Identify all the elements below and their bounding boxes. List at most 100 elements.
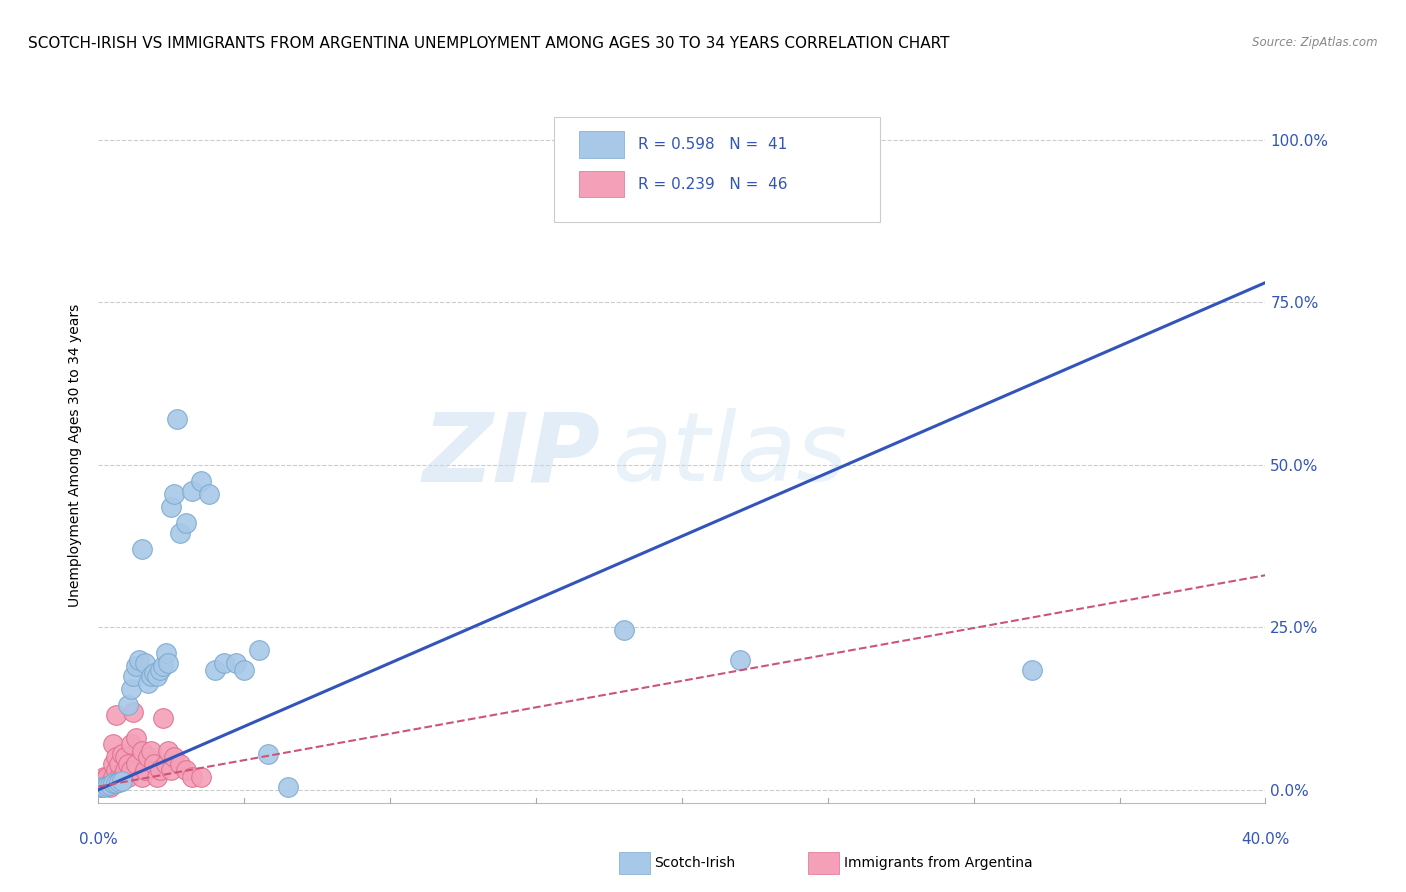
Point [131, 770, 153, 784]
Point [225, 656, 247, 670]
Text: R = 0.239   N =  46: R = 0.239 N = 46 [637, 177, 787, 192]
Point [125, 756, 148, 771]
Point [174, 764, 197, 778]
Point [101, 776, 124, 790]
Point [247, 643, 270, 657]
FancyBboxPatch shape [579, 171, 624, 197]
FancyBboxPatch shape [554, 118, 880, 222]
Point [163, 750, 186, 764]
Point [180, 770, 202, 784]
Point [180, 483, 202, 498]
Point [93, 770, 115, 784]
Point [134, 764, 156, 778]
Point [131, 744, 153, 758]
Point [139, 669, 162, 683]
Point [122, 705, 145, 719]
Point [174, 516, 197, 531]
Point [1021, 663, 1043, 677]
Point [233, 663, 256, 677]
Point [134, 656, 156, 670]
Point [104, 776, 127, 790]
Point [136, 675, 159, 690]
Point [198, 487, 221, 501]
Point [108, 756, 131, 771]
Point [157, 744, 180, 758]
Point [204, 663, 226, 677]
Point [131, 542, 153, 557]
Point [93, 780, 115, 794]
Point [160, 764, 183, 778]
Text: Scotch-Irish: Scotch-Irish [654, 856, 735, 871]
Point [98, 776, 121, 790]
Point [169, 525, 191, 540]
Point [125, 731, 148, 745]
Text: SCOTCH-IRISH VS IMMIGRANTS FROM ARGENTINA UNEMPLOYMENT AMONG AGES 30 TO 34 YEARS: SCOTCH-IRISH VS IMMIGRANTS FROM ARGENTIN… [28, 36, 949, 51]
Point [108, 770, 131, 784]
Point [117, 770, 139, 784]
Point [104, 708, 127, 723]
Point [169, 756, 191, 771]
Point [149, 764, 172, 778]
Point [90, 780, 112, 794]
Point [155, 756, 177, 771]
Point [128, 653, 150, 667]
Point [142, 756, 165, 771]
Text: Immigrants from Argentina: Immigrants from Argentina [844, 856, 1032, 871]
Y-axis label: Unemployment Among Ages 30 to 34 years: Unemployment Among Ages 30 to 34 years [69, 303, 83, 607]
Text: Source: ZipAtlas.com: Source: ZipAtlas.com [1253, 36, 1378, 49]
Text: R = 0.598   N =  41: R = 0.598 N = 41 [637, 137, 787, 153]
FancyBboxPatch shape [579, 131, 624, 158]
Point [190, 474, 212, 488]
Point [146, 669, 169, 683]
Point [155, 646, 177, 660]
Text: 0.0%: 0.0% [79, 832, 118, 847]
Point [160, 500, 183, 514]
Point [111, 774, 134, 789]
Point [612, 624, 634, 638]
Point [117, 698, 139, 713]
Point [114, 750, 136, 764]
Point [111, 747, 134, 761]
Point [166, 412, 188, 426]
Point [122, 669, 145, 683]
Point [101, 737, 124, 751]
Point [149, 663, 172, 677]
Text: atlas: atlas [612, 409, 846, 501]
Point [139, 744, 162, 758]
Point [128, 659, 150, 673]
Point [104, 764, 127, 778]
Point [114, 764, 136, 778]
Point [125, 659, 148, 673]
Point [212, 656, 235, 670]
Point [120, 737, 142, 751]
Point [101, 770, 124, 784]
Point [104, 750, 127, 764]
Point [96, 772, 118, 787]
Point [136, 750, 159, 764]
Point [730, 653, 752, 667]
Point [96, 776, 118, 790]
Point [96, 770, 118, 784]
Point [163, 487, 186, 501]
Point [111, 770, 134, 784]
Text: ZIP: ZIP [422, 409, 600, 501]
Point [146, 770, 169, 784]
Point [90, 776, 112, 790]
Point [117, 756, 139, 771]
Text: 40.0%: 40.0% [1241, 832, 1289, 847]
Point [256, 747, 278, 761]
Point [101, 756, 124, 771]
Point [157, 656, 180, 670]
Point [98, 780, 121, 794]
Point [190, 770, 212, 784]
Point [152, 711, 174, 725]
Point [93, 772, 115, 787]
Point [142, 665, 165, 680]
Point [90, 780, 112, 794]
Point [98, 778, 121, 792]
Point [96, 779, 118, 793]
Point [108, 775, 131, 789]
Point [152, 659, 174, 673]
Point [120, 681, 142, 696]
Point [120, 764, 142, 778]
